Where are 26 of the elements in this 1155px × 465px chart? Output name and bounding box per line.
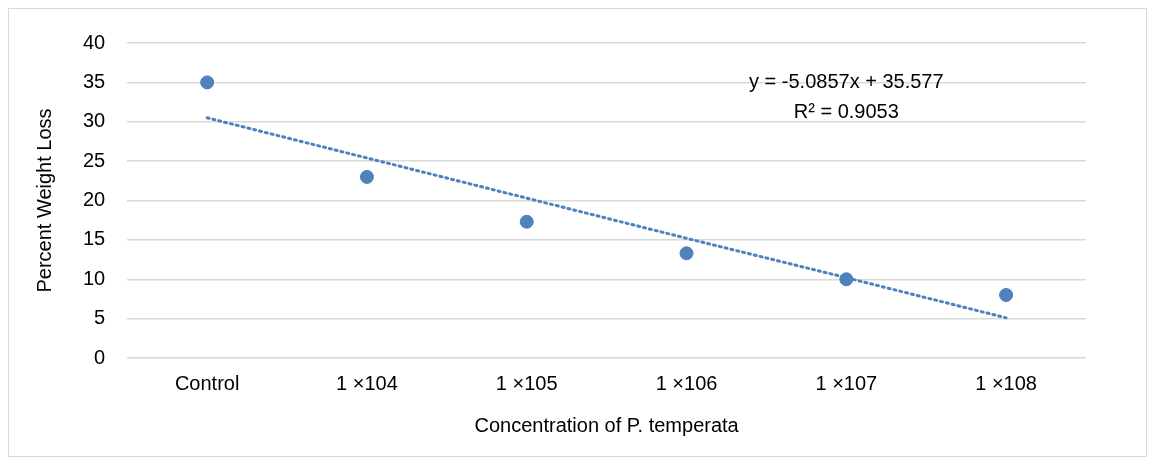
x-tick-label: 1 ×108 bbox=[975, 371, 1037, 394]
y-tick-label: 40 bbox=[83, 30, 106, 53]
x-axis-title: Concentration of P. temperata bbox=[474, 413, 740, 436]
y-tick-label: 15 bbox=[83, 227, 106, 250]
x-tick-label: 1 ×105 bbox=[495, 371, 558, 394]
point bbox=[839, 272, 854, 287]
line-series bbox=[205, 116, 1008, 320]
y-tick-label: 35 bbox=[83, 69, 106, 92]
y-tick-label: 25 bbox=[83, 148, 106, 171]
x-tick-label: 1 ×106 bbox=[655, 371, 718, 394]
annotation: y = -5.0857x + 35.577 bbox=[749, 69, 944, 92]
point bbox=[999, 288, 1014, 302]
y-tick-label: 30 bbox=[83, 109, 106, 132]
annotation: R² = 0.9053 bbox=[793, 99, 899, 122]
point bbox=[200, 75, 215, 90]
x-tick-label: Control bbox=[174, 371, 240, 394]
y-tick-label: 5 bbox=[94, 306, 106, 329]
y-tick-label: 20 bbox=[83, 188, 106, 211]
x-tick-label: 1 ×104 bbox=[336, 371, 398, 394]
x-tick-label: 1 ×107 bbox=[815, 371, 878, 394]
y-axis-title: Percent Weight Loss bbox=[32, 108, 55, 293]
y-tick-label: 0 bbox=[94, 345, 106, 368]
point bbox=[359, 169, 374, 184]
point bbox=[519, 214, 534, 229]
y-tick-label: 10 bbox=[83, 266, 106, 289]
point bbox=[679, 246, 694, 261]
